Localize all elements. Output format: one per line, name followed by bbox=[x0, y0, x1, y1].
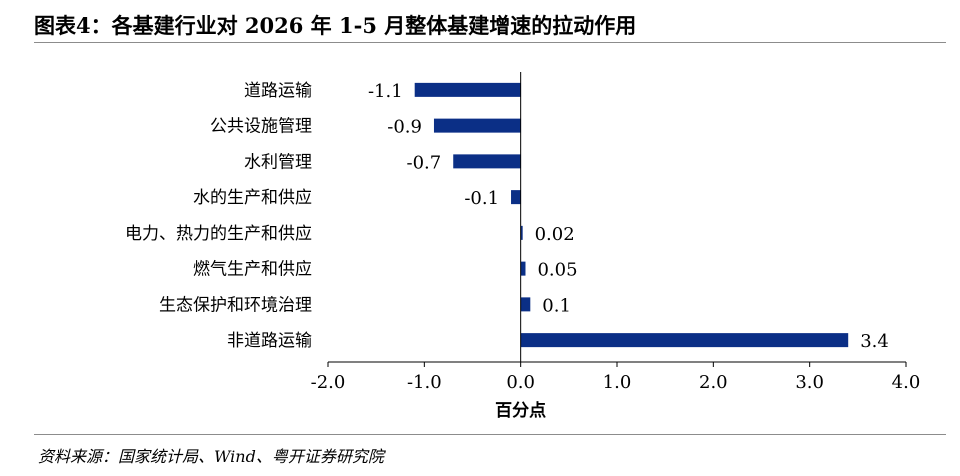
source-note: 资料来源：国家统计局、Wind、粤开证券研究院 bbox=[38, 447, 384, 466]
value-label-5: 0.05 bbox=[537, 260, 577, 281]
category-label-5: 燃气生产和供应 bbox=[193, 260, 312, 280]
category-label-1: 公共设施管理 bbox=[210, 117, 312, 137]
bar-6 bbox=[520, 297, 531, 312]
x-tick-label-3: 1.0 bbox=[603, 372, 632, 393]
x-tick-label-1: -1.0 bbox=[407, 372, 442, 393]
bars-group bbox=[414, 82, 849, 348]
value-label-2: -0.7 bbox=[407, 152, 442, 173]
value-labels: -1.1 -0.9 -0.7 -0.1 0.02 0.05 0.1 3.4 bbox=[368, 81, 889, 352]
x-tick-label-4: 2.0 bbox=[699, 372, 728, 393]
bar-1 bbox=[433, 118, 521, 133]
value-label-0: -1.1 bbox=[368, 81, 403, 102]
value-label-6: 0.1 bbox=[542, 295, 571, 316]
category-label-6: 生态保护和环境治理 bbox=[159, 295, 312, 315]
category-label-2: 水利管理 bbox=[244, 152, 312, 172]
bar-3 bbox=[511, 190, 521, 205]
value-label-7: 3.4 bbox=[860, 331, 889, 352]
value-label-4: 0.02 bbox=[535, 224, 575, 245]
category-label-3: 水的生产和供应 bbox=[193, 188, 312, 208]
source-divider bbox=[34, 434, 946, 435]
x-tick-label-2: 0.0 bbox=[506, 372, 535, 393]
category-label-7: 非道路运输 bbox=[227, 331, 312, 351]
bar-2 bbox=[453, 154, 521, 169]
value-label-3: -0.1 bbox=[464, 188, 499, 209]
bar-4 bbox=[520, 225, 523, 240]
x-axis-label: 百分点 bbox=[495, 400, 546, 421]
category-label-4: 电力、热力的生产和供应 bbox=[125, 224, 312, 244]
x-tick-label-5: 3.0 bbox=[795, 372, 824, 393]
bar-0 bbox=[414, 82, 521, 97]
x-tick-label-6: 4.0 bbox=[892, 372, 921, 393]
x-axis-ticks: -2.0 -1.0 0.0 1.0 2.0 3.0 4.0 bbox=[311, 362, 921, 393]
title-divider bbox=[34, 42, 946, 43]
bar-7 bbox=[520, 333, 849, 348]
bar-5 bbox=[520, 261, 526, 276]
category-labels: 道路运输公共设施管理水利管理水的生产和供应电力、热力的生产和供应燃气生产和供应生… bbox=[125, 81, 312, 351]
value-label-1: -0.9 bbox=[387, 117, 422, 138]
category-label-0: 道路运输 bbox=[244, 81, 312, 101]
x-tick-label-0: -2.0 bbox=[311, 372, 346, 393]
chart-title: 图表4：各基建行业对 2026 年 1-5 月整体基建增速的拉动作用 bbox=[34, 13, 637, 38]
